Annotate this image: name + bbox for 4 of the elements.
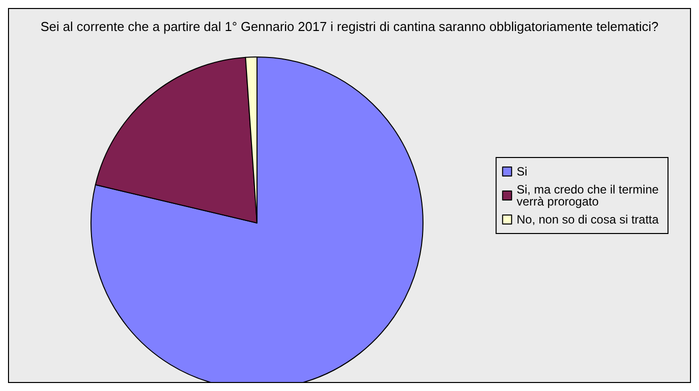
legend-label: Si, ma credo che il termine verrà prorogato xyxy=(516,182,662,208)
legend-label: Si xyxy=(516,164,528,178)
legend-label: No, non so di cosa si tratta xyxy=(516,212,660,226)
chart-title: Sei al corrente che a partire dal 1° Gennario 2017 i registri di cantina saranno obbligatoriamente telematici? xyxy=(40,19,658,34)
